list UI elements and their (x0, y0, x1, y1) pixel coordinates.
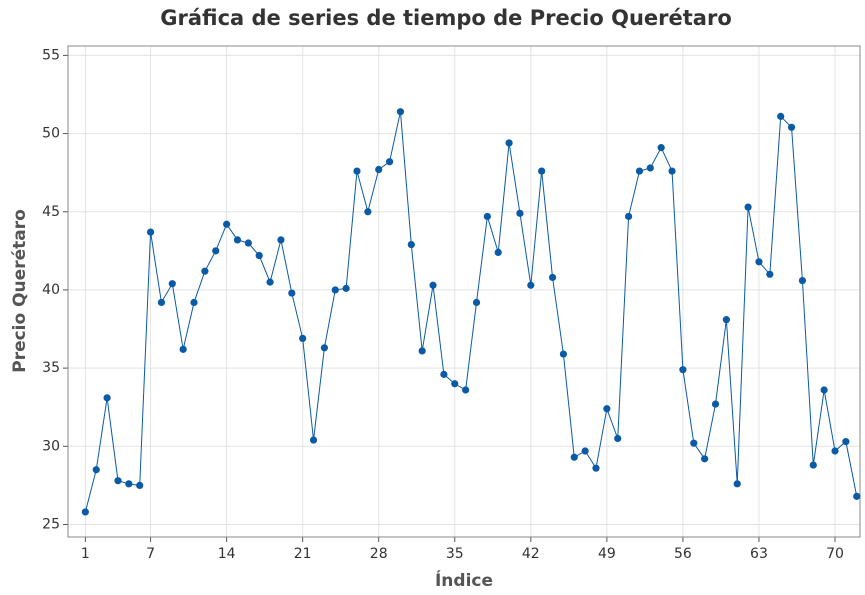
data-point (635, 167, 644, 175)
data-point (81, 508, 89, 516)
x-tick-label: 7 (146, 546, 155, 562)
data-point (798, 276, 807, 285)
data-point (233, 236, 242, 244)
data-point (624, 212, 633, 221)
data-point (364, 208, 372, 216)
data-point (614, 434, 622, 443)
data-point (451, 380, 459, 388)
data-point (787, 123, 796, 131)
data-point (548, 273, 557, 282)
x-tick-label: 49 (598, 546, 616, 562)
data-point (331, 286, 339, 294)
data-point (375, 165, 383, 174)
x-tick-label: 42 (522, 546, 540, 562)
data-point (255, 251, 263, 260)
data-point (277, 236, 285, 244)
data-point (679, 366, 687, 374)
data-point (179, 345, 187, 353)
data-point (527, 281, 535, 289)
data-point (646, 164, 654, 172)
data-point (320, 344, 328, 352)
data-point (777, 112, 785, 120)
data-point (223, 220, 231, 228)
data-point (462, 386, 470, 394)
data-point (581, 447, 589, 455)
data-point (472, 298, 481, 307)
data-point (505, 139, 513, 147)
data-point (603, 405, 611, 413)
data-point (309, 436, 318, 444)
x-tick-label: 63 (750, 546, 768, 562)
data-point (125, 480, 133, 488)
data-point (103, 394, 111, 402)
data-point (853, 492, 861, 500)
x-tick-label: 28 (370, 546, 388, 562)
y-tick-label: 45 (42, 204, 60, 220)
data-point (266, 278, 274, 286)
data-point (136, 481, 144, 489)
data-point (592, 464, 600, 472)
chart-title: Gráfica de series de tiempo de Precio Qu… (160, 6, 732, 30)
y-tick-label: 50 (42, 126, 60, 142)
data-point (668, 167, 676, 175)
data-point (733, 480, 741, 488)
data-point (418, 347, 426, 355)
data-point (701, 455, 709, 463)
data-point (657, 144, 665, 152)
x-tick-label: 35 (446, 546, 464, 562)
data-point (396, 108, 405, 116)
data-point (407, 240, 415, 249)
data-point (831, 447, 839, 455)
data-point (157, 298, 166, 307)
data-point (483, 212, 491, 221)
x-tick-label: 56 (674, 546, 692, 562)
data-point (570, 453, 578, 461)
data-point (842, 438, 850, 446)
data-point (722, 316, 730, 324)
data-point (385, 158, 394, 166)
data-point (494, 248, 502, 257)
data-point (114, 477, 122, 485)
y-axis-label: Precio Querétaro (10, 209, 30, 373)
x-tick-label: 14 (218, 546, 236, 562)
data-point (288, 289, 296, 297)
data-point (299, 334, 307, 343)
data-point (690, 439, 698, 447)
data-point (711, 400, 720, 408)
data-point (809, 461, 817, 469)
data-point (342, 284, 350, 292)
y-tick-label: 30 (42, 438, 60, 454)
data-point (212, 247, 220, 255)
data-point (353, 167, 361, 175)
data-point (744, 203, 752, 211)
data-point (559, 350, 568, 358)
data-point (244, 239, 252, 247)
x-axis-label: Índice (435, 569, 493, 591)
y-tick-label: 35 (42, 360, 60, 376)
data-point (820, 386, 828, 394)
x-tick-label: 21 (294, 546, 312, 562)
data-point (538, 167, 546, 175)
data-point (440, 370, 448, 378)
y-tick-label: 25 (42, 516, 60, 532)
data-point (766, 270, 774, 278)
data-point (190, 298, 198, 307)
data-point (755, 258, 763, 266)
data-point (429, 281, 437, 289)
y-tick-label: 55 (42, 47, 60, 63)
y-tick-label: 40 (42, 282, 60, 298)
x-tick-label: 1 (81, 546, 90, 562)
data-point (201, 267, 209, 275)
x-tick-label: 70 (826, 546, 844, 562)
data-point (92, 466, 100, 474)
data-point (516, 209, 524, 217)
data-point (146, 228, 155, 236)
data-point (168, 280, 176, 288)
plot-frame (67, 45, 861, 538)
series-line (84, 111, 858, 513)
